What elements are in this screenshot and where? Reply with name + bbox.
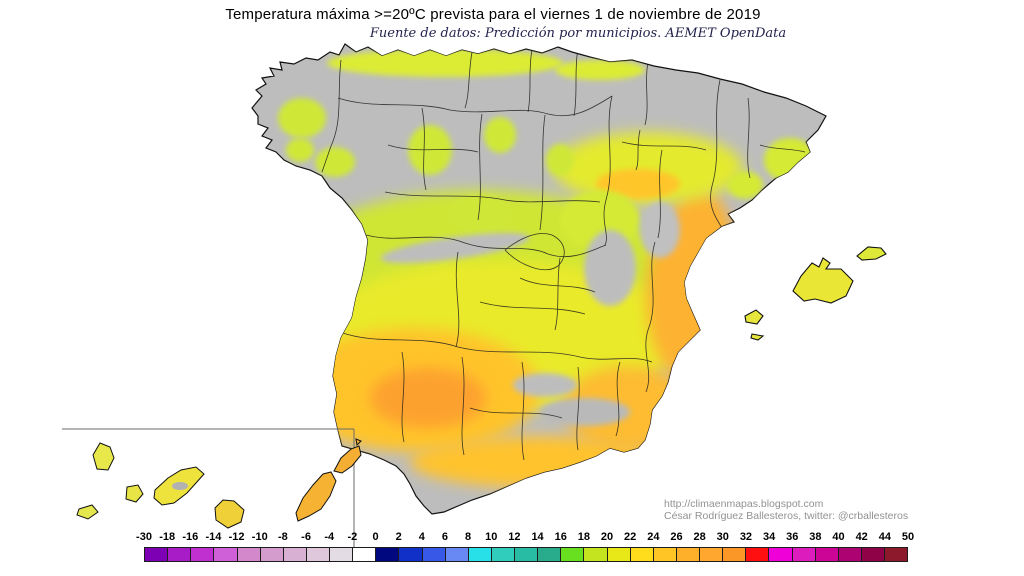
legend-color-cell [236,547,261,562]
attribution-author: César Rodríguez Ballesteros, twitter: @c… [664,510,909,522]
legend-tick: -16 [182,531,199,543]
legend-color-cell [282,547,307,562]
gran-canaria-island [214,499,245,529]
legend-tick: -2 [347,531,358,543]
legend-color-cell [352,547,377,562]
legend-tick: -4 [324,531,335,543]
attribution: http://climaenmapas.blogspot.com César R… [664,498,908,522]
legend-tick: 40 [832,531,845,543]
legend-tick: 8 [465,531,472,543]
page-title: Temperatura máxima >=20ºC prevista para … [225,6,761,23]
legend-tick: 16 [554,531,567,543]
legend-color-cell [629,547,654,562]
legend-color-cell [398,547,423,562]
legend-color-cell [259,547,284,562]
legend-tick: 14 [531,531,544,543]
province-borders [321,47,806,461]
legend-color-cell [745,547,770,562]
legend-color-cell [144,547,169,562]
legend-color-cell [722,547,747,562]
legend-color-cell [675,547,700,562]
legend-tick: 18 [577,531,590,543]
legend-color-cell [560,547,585,562]
legend-tick: 42 [855,531,868,543]
legend-color-cell [375,547,400,562]
legend-color-bar [144,547,909,562]
legend-tick: 34 [762,531,776,543]
lanzarote-island [333,445,362,474]
legend-tick: 4 [418,531,425,543]
la-palma-island [92,442,115,471]
legend-tick: 12 [508,531,521,543]
legend-color-cell [652,547,677,562]
legend-tick: 22 [624,531,637,543]
legend-color-cell [444,547,469,562]
legend-tick: -10 [251,531,268,543]
legend-tick: 38 [809,531,822,543]
legend-tick: -30 [136,531,152,543]
legend-color-cell [190,547,215,562]
el-hierro-island [76,504,99,520]
legend-color-cell [583,547,608,562]
legend-tick: 26 [670,531,683,543]
legend-tick-labels: -30 -18 -16 -14 -12 -10 -8 -6 -4 -2 0 2 4 6 8 10 12 14 16 1… [136,531,914,546]
legend-color-cell [421,547,446,562]
legend-color-cell [606,547,631,562]
temperature-legend: -30 -18 -16 -14 -12 -10 -8 -6 -4 -2 0 2 4 6 8 10 12 14 16 1… [136,531,914,562]
legend-color-cell [305,547,330,562]
legend-color-cell [791,547,816,562]
legend-color-cell [167,547,192,562]
legend-color-cell [814,547,839,562]
legend-tick: 50 [901,531,915,543]
fuerteventura-island [295,471,337,522]
legend-tick: -6 [301,531,311,543]
la-gomera-island [125,484,144,503]
legend-tick: 6 [441,531,449,543]
legend-color-cell [537,547,562,562]
legend-color-cell [213,547,238,562]
legend-color-cell [860,547,885,562]
legend-tick: 10 [485,531,498,543]
menorca-island [856,246,887,261]
legend-tick: 44 [878,531,891,543]
legend-tick: -18 [159,531,176,543]
legend-color-cell [837,547,862,562]
teide-gray-area [172,482,188,490]
legend-color-cell [514,547,539,562]
legend-tick: 2 [395,531,402,543]
legend-tick: 24 [647,531,660,543]
legend-tick: -12 [228,531,245,543]
ibiza-island [744,309,764,325]
balearic-islands [744,246,887,341]
attribution-url: http://climaenmapas.blogspot.com [664,498,824,510]
legend-tick: 0 [372,531,379,543]
legend-color-cell [490,547,515,562]
legend-tick: -8 [278,531,288,543]
formentera-island [750,333,765,341]
legend-color-cell [467,547,492,562]
legend-tick: 20 [600,531,614,543]
legend-tick: 32 [739,531,753,543]
data-source-subtitle: Fuente de datos: Predicción por municipi… [369,26,787,41]
canary-inset [62,428,362,547]
legend-color-cell [329,547,354,562]
la-graciosa-island [355,438,362,447]
legend-tick: 30 [716,531,729,543]
legend-tick: 28 [693,531,706,543]
legend-tick: 36 [786,531,799,543]
legend-color-cell [884,547,909,562]
legend-color-cell [768,547,793,562]
legend-tick: -14 [205,531,222,543]
mallorca-island [792,257,854,304]
legend-color-cell [699,547,724,562]
